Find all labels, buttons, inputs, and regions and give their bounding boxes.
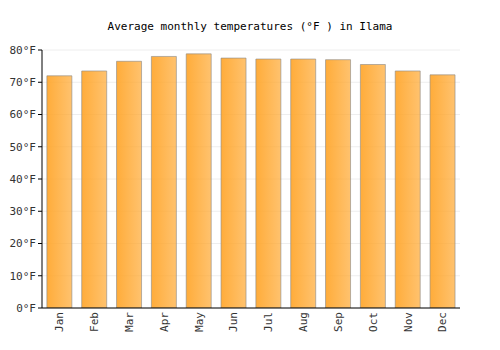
svg-text:20°F: 20°F <box>10 237 37 250</box>
svg-text:Jul: Jul <box>262 312 275 332</box>
svg-text:Apr: Apr <box>158 312 171 332</box>
svg-text:Jun: Jun <box>227 312 240 332</box>
svg-text:Mar: Mar <box>123 312 136 332</box>
svg-text:Oct: Oct <box>367 312 380 332</box>
svg-text:40°F: 40°F <box>10 173 37 186</box>
svg-text:Dec: Dec <box>436 312 449 332</box>
svg-text:Nov: Nov <box>402 312 415 332</box>
svg-text:Aug: Aug <box>297 312 310 332</box>
svg-text:May: May <box>193 312 206 332</box>
svg-text:70°F: 70°F <box>10 76 37 89</box>
svg-text:50°F: 50°F <box>10 141 37 154</box>
html-text:Average monthly temperatures (: Average monthly temperatures (°F ) in Il… <box>107 20 393 33</box>
svg-text:80°F: 80°F <box>10 44 37 57</box>
svg-text:60°F: 60°F <box>10 108 37 121</box>
svg-text:Feb: Feb <box>88 312 101 332</box>
svg-text:Jan: Jan <box>53 312 66 332</box>
svg-text:10°F: 10°F <box>10 270 37 283</box>
svg-text:0°F: 0°F <box>16 302 36 315</box>
svg-text:30°F: 30°F <box>10 205 37 218</box>
svg-text:Sep: Sep <box>332 312 345 332</box>
